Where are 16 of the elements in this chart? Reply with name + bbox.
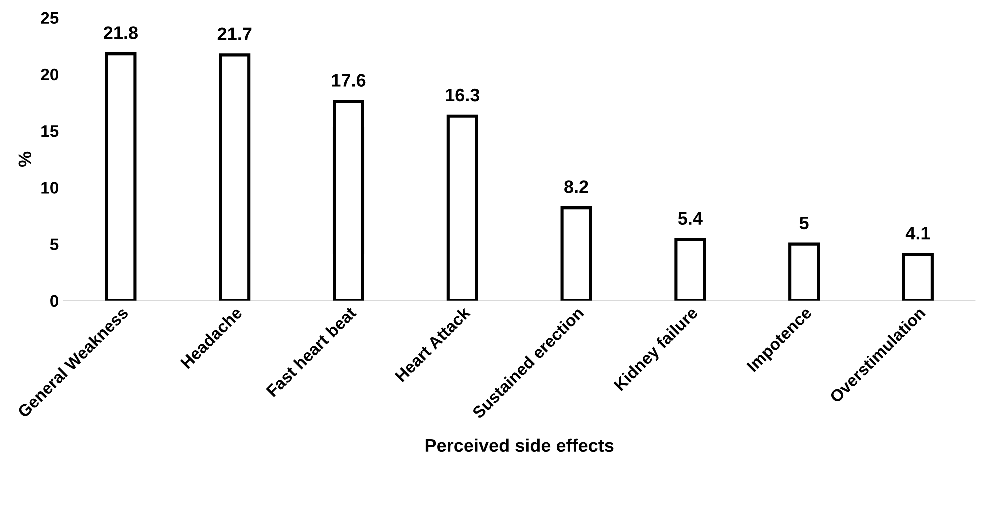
x-axis-title: Perceived side effects <box>426 438 614 452</box>
data-label: 5.4 <box>678 212 703 226</box>
y-tick-label: 5 <box>50 238 59 250</box>
data-label: 8.2 <box>564 180 588 194</box>
data-label: 21.7 <box>218 28 252 40</box>
y-axis-title: % <box>18 152 32 167</box>
y-tick-label: 15 <box>42 126 59 138</box>
y-tick-label: 25 <box>41 12 59 24</box>
y-tick-label: 10 <box>42 182 58 194</box>
data-label: 21.8 <box>104 26 138 40</box>
y-tick-label: 20 <box>41 68 58 81</box>
data-label: 17.6 <box>332 74 366 87</box>
data-label: 4.1 <box>906 227 930 240</box>
y-tick-label: 0 <box>50 295 58 308</box>
data-label: 5 <box>800 217 809 230</box>
data-label: 16.3 <box>446 88 480 102</box>
